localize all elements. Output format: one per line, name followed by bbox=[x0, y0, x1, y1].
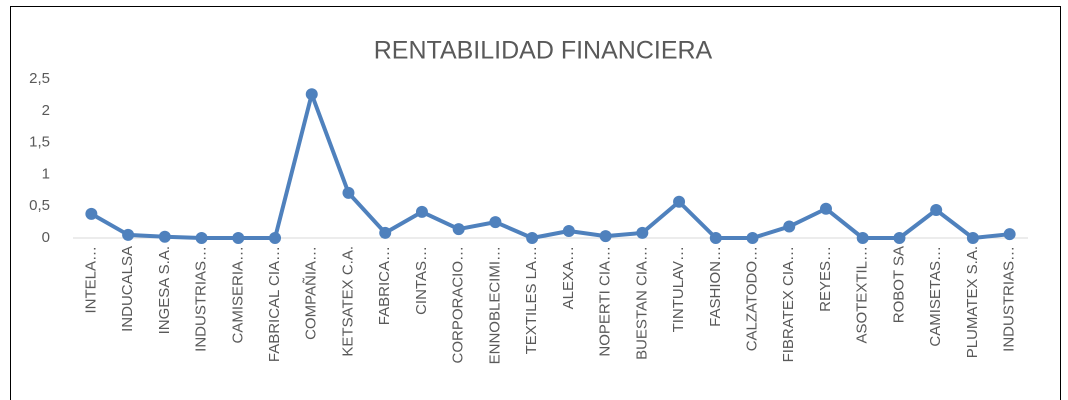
x-tick-label: REYES… bbox=[817, 246, 834, 312]
x-tick-label: INDUSTRIAS… bbox=[1001, 246, 1018, 352]
x-tick-label: NOPERTI CIA… bbox=[597, 246, 614, 357]
point bbox=[85, 207, 98, 220]
point bbox=[673, 195, 686, 208]
point bbox=[599, 230, 612, 243]
point bbox=[415, 205, 428, 218]
point bbox=[379, 226, 392, 239]
y-tick-label: 2 bbox=[42, 102, 50, 119]
point bbox=[526, 232, 539, 244]
x-tick-label: ROBOT SA bbox=[890, 246, 907, 323]
x-tick-label: COMPAÑIA… bbox=[303, 246, 320, 340]
x-tick-label: FABRICAL CIA… bbox=[266, 246, 283, 362]
point bbox=[966, 232, 979, 244]
x-tick-label: FABRICA… bbox=[376, 246, 393, 325]
x-tick-label: ENNOBLECIMI… bbox=[486, 246, 503, 364]
point bbox=[158, 230, 171, 243]
point bbox=[232, 232, 245, 244]
point bbox=[1003, 228, 1016, 241]
x-tick-label: INDUCALSA bbox=[119, 246, 136, 332]
x-tick-label: CAMISERIA… bbox=[229, 246, 246, 344]
point bbox=[709, 232, 722, 244]
x-tick-label: ALEXA… bbox=[560, 246, 577, 309]
y-tick-label: 1,5 bbox=[29, 134, 50, 151]
x-tick-label: FASHION… bbox=[707, 246, 724, 327]
x-tick-label: PLUMATEX S.A. bbox=[964, 246, 981, 358]
x-tick-label: INTELA… bbox=[82, 246, 99, 314]
x-tick-label: BUESTAN CIA… bbox=[633, 246, 650, 360]
point bbox=[930, 204, 943, 217]
x-tick-label: FIBRATEX CIA… bbox=[780, 246, 797, 362]
y-tick-label: 2,5 bbox=[29, 70, 50, 87]
x-tick-label: TINTULAV… bbox=[670, 246, 687, 332]
y-tick-label: 1 bbox=[42, 165, 50, 182]
point bbox=[305, 88, 318, 101]
x-tick-label: CAMISETAS… bbox=[927, 246, 944, 347]
x-tick-label: TEXTILES LA… bbox=[523, 246, 540, 354]
line bbox=[90, 92, 1010, 240]
y-tick-label: 0 bbox=[42, 229, 50, 246]
chart-title: RENTABILIDAD FINANCIERA bbox=[374, 37, 713, 65]
point bbox=[269, 232, 282, 244]
y-tick-label: 0,5 bbox=[29, 197, 50, 214]
x-tick-label: CALZATODO… bbox=[743, 246, 760, 351]
x-tick-label: KETSATEX C.A. bbox=[339, 246, 356, 357]
point bbox=[746, 232, 759, 244]
point bbox=[122, 228, 135, 241]
point bbox=[562, 225, 575, 238]
point bbox=[893, 232, 906, 244]
point bbox=[636, 226, 649, 239]
point bbox=[452, 223, 465, 236]
x-tick-label: INGESA S.A. bbox=[156, 246, 173, 334]
point bbox=[195, 232, 208, 244]
x-tick-label: CORPORACIO… bbox=[450, 246, 467, 364]
point bbox=[819, 202, 832, 215]
point bbox=[342, 186, 355, 199]
point bbox=[489, 216, 502, 229]
chart-border bbox=[10, 6, 1061, 400]
point bbox=[856, 232, 869, 244]
x-tick-label: INDUSTRIAS… bbox=[193, 246, 210, 352]
x-tick-label: ASOTEXTIL… bbox=[854, 246, 871, 344]
x-tick-label: CINTAS… bbox=[413, 246, 430, 315]
point bbox=[783, 220, 796, 233]
